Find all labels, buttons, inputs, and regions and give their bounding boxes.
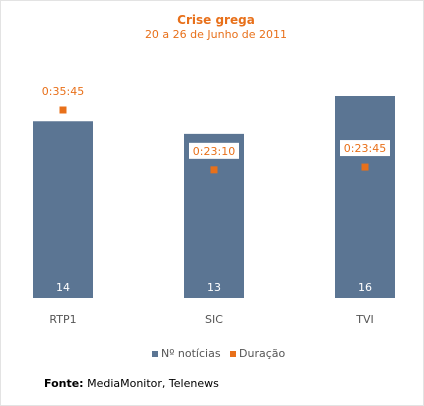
chart-subtitle: 20 a 26 de Junho de 2011 [145,28,287,41]
source-label: Fonte: [44,377,84,390]
bar-value-label: 14 [56,281,70,294]
source-note: Fonte: MediaMonitor, Telenews [44,377,219,390]
bar-tvi [335,96,395,298]
legend-swatch-duracao [230,351,236,357]
legend-swatch-noticias [152,351,158,357]
duration-label: 0:23:45 [344,142,386,155]
legend-label-noticias: Nº notícias [161,347,221,360]
duration-marker [59,106,67,114]
category-label: TVI [355,313,374,326]
source-text: MediaMonitor, Telenews [83,377,219,390]
bar-value-label: 16 [358,281,372,294]
bar-sic [184,133,244,298]
duration-marker [210,166,218,174]
legend-label-duracao: Duração [239,347,285,360]
duration-label: 0:23:10 [193,145,235,158]
duration-label-bg [189,142,239,159]
bar-rtp1 [33,121,93,298]
category-label: RTP1 [49,313,76,326]
bar-value-label: 13 [207,281,221,294]
duration-label-bg [340,140,390,157]
duration-marker [361,163,369,171]
duration-label: 0:35:45 [42,85,84,98]
category-label: SIC [205,313,223,326]
chart-title: Crise grega [177,13,255,27]
